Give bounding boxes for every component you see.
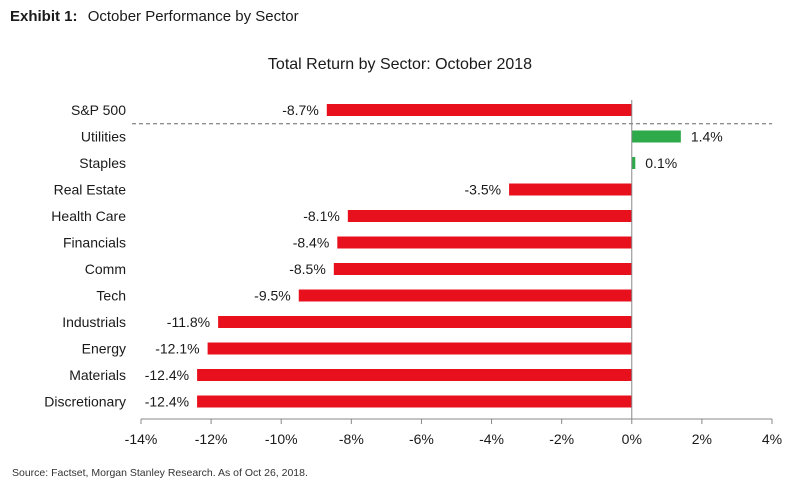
data-label: -12.4% — [145, 394, 189, 410]
data-label: 0.1% — [645, 155, 677, 171]
bar — [337, 236, 632, 249]
x-tick-label: -8% — [339, 431, 364, 447]
bar — [298, 289, 632, 302]
data-label: -8.1% — [303, 208, 340, 224]
data-label: 1.4% — [691, 129, 723, 145]
exhibit-title: October Performance by Sector — [87, 8, 299, 25]
data-label: -12.4% — [145, 367, 189, 383]
x-tick-label: -2% — [549, 431, 574, 447]
bar — [631, 157, 636, 169]
x-tick-label: -6% — [409, 431, 434, 447]
x-tick-label: -10% — [265, 431, 298, 447]
exhibit-header: Exhibit 1: October Performance by Sector — [10, 8, 299, 25]
chart-title: Total Return by Sector: October 2018 — [267, 56, 533, 73]
category-label: Energy — [82, 341, 126, 357]
bar — [631, 130, 681, 143]
data-label: -3.5% — [465, 182, 502, 198]
data-label: -8.7% — [282, 102, 319, 118]
bar — [197, 395, 632, 408]
bar — [347, 210, 632, 222]
source-note: Source: Factset, Morgan Stanley Research… — [12, 467, 308, 479]
data-label: -12.1% — [155, 341, 199, 357]
x-tick-label: -4% — [479, 431, 504, 447]
x-tick-label: -14% — [125, 431, 158, 447]
x-tick-label: 4% — [762, 431, 782, 447]
category-label: S&P 500 — [71, 102, 126, 118]
category-label: Health Care — [51, 208, 126, 224]
x-tick-label: -12% — [195, 431, 228, 447]
bar — [218, 316, 632, 328]
category-label: Discretionary — [44, 394, 126, 410]
data-label: -8.5% — [289, 261, 326, 277]
category-label: Comm — [85, 261, 126, 277]
category-label: Real Estate — [54, 182, 127, 198]
exhibit-label: Exhibit 1: — [10, 8, 78, 25]
data-label: -9.5% — [254, 288, 291, 304]
bar — [207, 342, 632, 355]
category-label: Tech — [96, 288, 126, 304]
x-tick-label: 0% — [622, 431, 642, 447]
data-label: -8.4% — [293, 235, 330, 251]
bar — [326, 104, 632, 116]
bar — [509, 183, 632, 196]
category-label: Financials — [63, 235, 126, 251]
category-label: Staples — [79, 155, 126, 171]
category-label: Materials — [69, 367, 126, 383]
category-label: Utilities — [81, 129, 126, 145]
bar — [197, 369, 632, 381]
category-label: Industrials — [62, 314, 126, 330]
data-label: -11.8% — [167, 314, 210, 330]
x-tick-label: 2% — [692, 431, 712, 447]
bar — [333, 263, 632, 275]
